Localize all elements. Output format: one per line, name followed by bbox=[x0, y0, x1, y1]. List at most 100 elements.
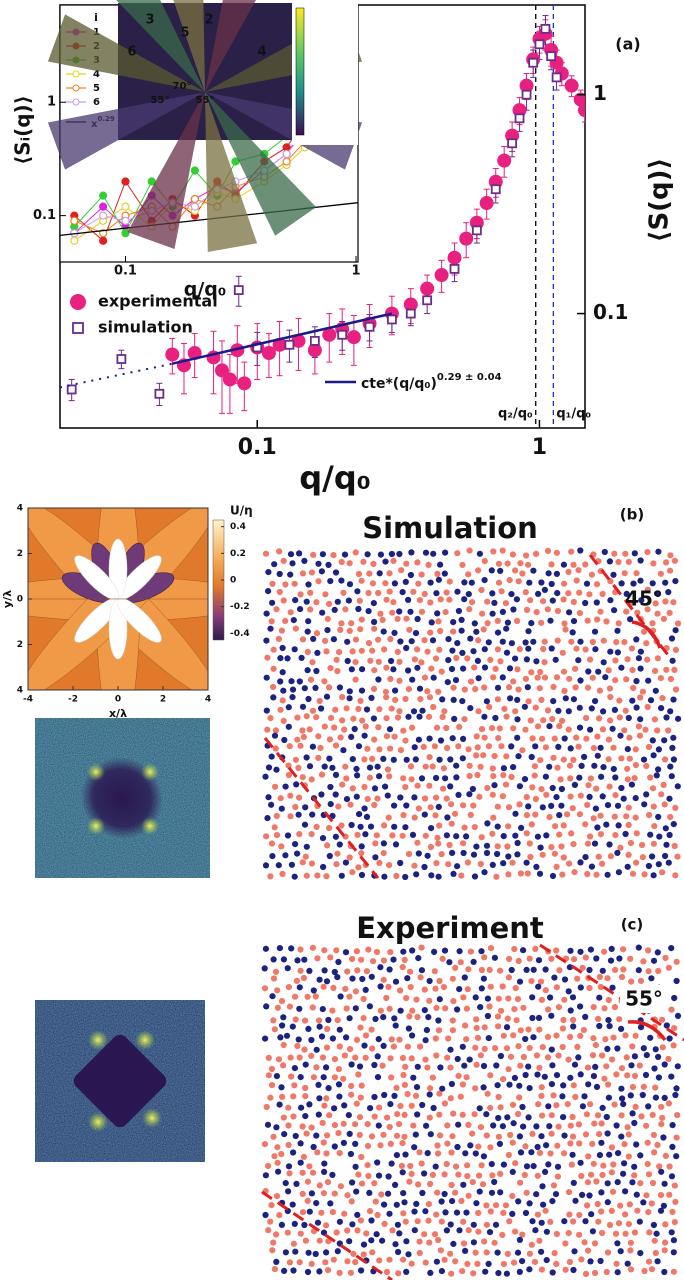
particle bbox=[574, 1043, 581, 1050]
particle bbox=[461, 716, 468, 723]
particle bbox=[274, 1004, 281, 1011]
particle bbox=[554, 1163, 562, 1170]
particle bbox=[446, 841, 453, 849]
particle bbox=[368, 1133, 376, 1140]
data-point bbox=[521, 89, 532, 100]
particle bbox=[315, 560, 322, 567]
particle bbox=[340, 747, 347, 754]
particle bbox=[609, 984, 616, 991]
particle bbox=[566, 860, 573, 867]
particle bbox=[543, 1142, 550, 1149]
particle bbox=[665, 1100, 673, 1107]
particle bbox=[582, 821, 589, 828]
legend-marker bbox=[72, 322, 84, 334]
particle bbox=[459, 755, 466, 762]
particle bbox=[654, 727, 661, 734]
particle bbox=[380, 1131, 387, 1138]
particle bbox=[659, 1114, 666, 1121]
particle bbox=[329, 1007, 336, 1014]
particle bbox=[334, 668, 341, 675]
particle bbox=[486, 1003, 493, 1010]
particle bbox=[555, 707, 562, 715]
particle bbox=[486, 703, 493, 711]
particle bbox=[633, 636, 640, 643]
particle bbox=[438, 668, 445, 675]
particle bbox=[527, 717, 534, 724]
particle bbox=[323, 978, 331, 985]
particle bbox=[503, 713, 510, 720]
particle bbox=[422, 1037, 429, 1044]
data-point bbox=[230, 343, 245, 358]
particle bbox=[454, 588, 461, 595]
particle bbox=[662, 598, 669, 605]
particle bbox=[584, 801, 591, 809]
particle bbox=[528, 669, 535, 676]
particle bbox=[461, 686, 468, 693]
particle bbox=[495, 560, 502, 567]
angle-bg bbox=[620, 985, 668, 1013]
particle bbox=[560, 1082, 567, 1089]
legend-label: simulation bbox=[98, 318, 193, 337]
particle bbox=[483, 1221, 490, 1228]
particle bbox=[461, 824, 468, 831]
particle bbox=[269, 993, 276, 1000]
particle bbox=[541, 1073, 548, 1080]
particle bbox=[668, 635, 676, 642]
particle bbox=[460, 994, 467, 1001]
particle bbox=[460, 840, 467, 847]
particle bbox=[540, 1201, 547, 1208]
particle bbox=[525, 1063, 532, 1070]
particle bbox=[534, 1143, 541, 1151]
particle bbox=[452, 1258, 459, 1265]
particle bbox=[567, 1007, 574, 1014]
particle bbox=[425, 1217, 432, 1224]
particle bbox=[346, 1238, 353, 1245]
particle bbox=[407, 1162, 414, 1170]
particle bbox=[629, 870, 637, 877]
main-plot bbox=[60, 5, 585, 428]
particle bbox=[358, 1082, 365, 1089]
particle bbox=[546, 723, 553, 730]
particle bbox=[435, 803, 442, 811]
particle bbox=[587, 946, 595, 953]
particle bbox=[306, 726, 313, 733]
particle bbox=[323, 1044, 331, 1051]
particle bbox=[321, 967, 328, 974]
particle bbox=[609, 725, 616, 732]
particle bbox=[546, 814, 553, 821]
particle bbox=[641, 1267, 648, 1275]
particle bbox=[400, 1256, 407, 1263]
particle bbox=[504, 1250, 511, 1257]
particle bbox=[594, 733, 601, 740]
particle bbox=[514, 696, 521, 704]
particle bbox=[461, 579, 468, 586]
particle bbox=[449, 1027, 456, 1034]
particle bbox=[343, 1005, 350, 1012]
particle bbox=[296, 550, 303, 557]
particle bbox=[383, 694, 390, 701]
particle bbox=[512, 985, 519, 992]
particle bbox=[296, 831, 303, 838]
particle bbox=[319, 551, 326, 558]
particle bbox=[424, 1064, 431, 1071]
particle bbox=[587, 1258, 594, 1265]
particle bbox=[423, 1122, 430, 1129]
particle bbox=[394, 714, 402, 721]
particle bbox=[263, 674, 270, 681]
particle bbox=[604, 975, 611, 982]
particle bbox=[343, 1034, 350, 1041]
particle bbox=[465, 966, 472, 973]
particle bbox=[428, 619, 435, 626]
particle bbox=[600, 764, 607, 771]
particle bbox=[302, 804, 309, 811]
particle bbox=[538, 996, 546, 1004]
particle bbox=[369, 755, 376, 763]
particle bbox=[523, 656, 531, 663]
particle bbox=[323, 873, 330, 880]
particle bbox=[509, 764, 517, 771]
particle bbox=[446, 959, 453, 966]
particle bbox=[443, 795, 450, 802]
particle bbox=[386, 966, 393, 973]
particle bbox=[340, 589, 347, 596]
particle bbox=[386, 726, 394, 733]
